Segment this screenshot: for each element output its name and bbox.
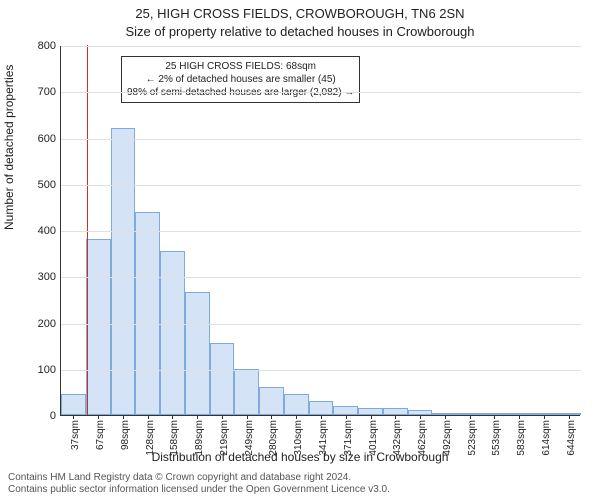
footer: Contains HM Land Registry data © Crown c… [0, 472, 600, 496]
xtick [470, 415, 471, 419]
xtick [197, 415, 198, 419]
ytick-label: 400 [26, 225, 56, 237]
ytick-label: 100 [26, 364, 56, 376]
xtick [98, 415, 99, 419]
footer-line-1: Contains HM Land Registry data © Crown c… [8, 472, 600, 484]
ytick-label: 800 [26, 40, 56, 52]
xtick [148, 415, 149, 419]
info-box-line-2: ← 2% of detached houses are smaller (45) [127, 73, 354, 86]
bar [358, 408, 383, 415]
xtick [346, 415, 347, 419]
info-box-line-1: 25 HIGH CROSS FIELDS: 68sqm [127, 60, 354, 73]
plot-area: 25 HIGH CROSS FIELDS: 68sqm ← 2% of deta… [60, 46, 580, 416]
bar [383, 408, 408, 415]
info-box: 25 HIGH CROSS FIELDS: 68sqm ← 2% of deta… [121, 56, 360, 103]
bar [309, 401, 334, 415]
ytick-label: 200 [26, 318, 56, 330]
grid-line [61, 185, 581, 186]
xtick-label: 98sqm [120, 420, 131, 450]
grid-line [61, 46, 581, 47]
grid-line [61, 370, 581, 371]
bar [333, 406, 358, 415]
grid-line [61, 231, 581, 232]
y-axis-label: Number of detached properties [2, 65, 16, 230]
xtick [371, 415, 372, 419]
bar [210, 343, 235, 415]
grid-line [61, 324, 581, 325]
bar [135, 212, 160, 415]
xtick-label: 67sqm [95, 420, 106, 450]
x-axis-label: Distribution of detached houses by size … [0, 450, 600, 464]
footer-line-2: Contains public sector information licen… [8, 484, 600, 496]
xtick [420, 415, 421, 419]
xtick [544, 415, 545, 419]
bar [160, 251, 185, 415]
xtick [271, 415, 272, 419]
ytick-label: 0 [26, 410, 56, 422]
xtick [172, 415, 173, 419]
bar [259, 387, 284, 415]
bar [284, 394, 309, 415]
xtick [123, 415, 124, 419]
xtick [445, 415, 446, 419]
grid-line [61, 139, 581, 140]
grid-line [61, 92, 581, 93]
chart-container: 25, HIGH CROSS FIELDS, CROWBOROUGH, TN6 … [0, 0, 600, 500]
ytick-label: 700 [26, 86, 56, 98]
ytick-label: 600 [26, 133, 56, 145]
ytick-label: 500 [26, 179, 56, 191]
xtick [296, 415, 297, 419]
title-line-1: 25, HIGH CROSS FIELDS, CROWBOROUGH, TN6 … [0, 6, 600, 21]
grid-line [61, 277, 581, 278]
xtick [395, 415, 396, 419]
bar [111, 128, 136, 415]
bar [61, 394, 86, 415]
xtick [519, 415, 520, 419]
bar [86, 239, 111, 415]
ytick-label: 300 [26, 271, 56, 283]
xtick [494, 415, 495, 419]
xtick [569, 415, 570, 419]
marker-line [87, 45, 88, 415]
title-line-2: Size of property relative to detached ho… [0, 24, 600, 39]
xtick [321, 415, 322, 419]
bar [234, 369, 259, 415]
xtick-label: 37sqm [70, 420, 81, 450]
xtick [222, 415, 223, 419]
xtick [247, 415, 248, 419]
xtick [73, 415, 74, 419]
bar [185, 292, 210, 415]
